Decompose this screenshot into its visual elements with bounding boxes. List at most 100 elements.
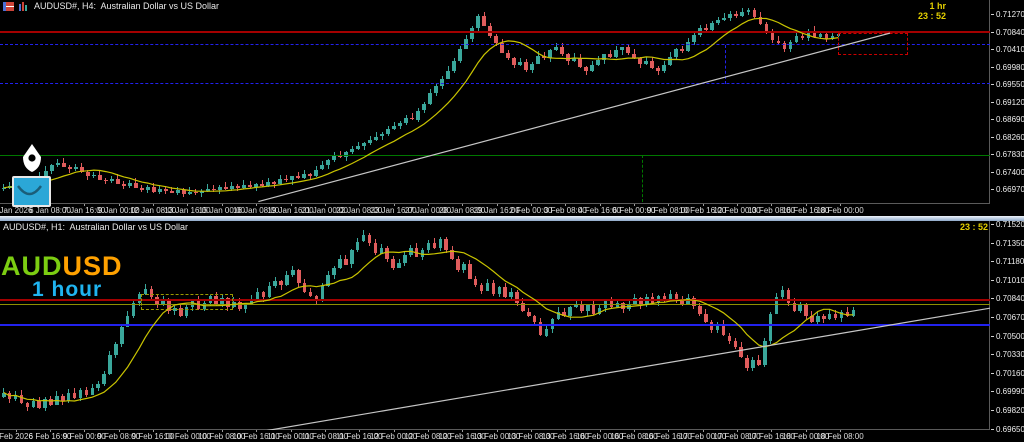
time-tick-mark: [324, 430, 326, 432]
time-tick-label: 16 Feb 16:00: [644, 432, 692, 441]
price-axis[interactable]: 0.71520 0.71350 0.71180 0.71010 0.70840 0.706…: [991, 220, 1024, 442]
time-tick-label: 19 Jan 16:00: [267, 206, 314, 215]
price-tick-mark: [991, 189, 994, 190]
candle-body: [332, 267, 336, 276]
candle-body: [763, 341, 767, 366]
trendline[interactable]: [265, 307, 990, 430]
candle-body: [632, 53, 636, 59]
candle-body: [482, 16, 486, 26]
candle-body: [586, 304, 590, 312]
zone-left-edge[interactable]: [724, 44, 726, 84]
time-tick-mark: [393, 430, 395, 432]
time-tick-mark: [118, 430, 120, 432]
candle-body: [548, 50, 552, 59]
candle-body: [397, 263, 401, 268]
time-tick-mark: [840, 430, 842, 432]
candle-body: [572, 57, 576, 61]
candle-body: [120, 326, 124, 345]
candle-body: [385, 248, 389, 259]
price-tick-mark: [991, 136, 994, 138]
candle-body: [96, 383, 100, 389]
candle-body: [620, 47, 624, 51]
watermark-aud: AUD: [1, 251, 63, 281]
candle-body: [845, 311, 850, 316]
blue-support-line[interactable]: [0, 323, 990, 326]
candle-body: [320, 165, 324, 170]
candle-body: [373, 242, 378, 254]
support-line[interactable]: [0, 154, 990, 156]
candle-body: [602, 54, 606, 60]
candle-body: [800, 36, 805, 38]
candle-body: [512, 58, 516, 65]
chart-plot-area[interactable]: [0, 0, 990, 204]
time-tick-label: 12 Feb 16:00: [438, 432, 486, 441]
candle-body: [254, 183, 258, 187]
price-tick-label: 0.69820: [996, 406, 1024, 415]
time-tick-label: 9 Feb 00:00: [62, 432, 106, 441]
candle-body: [134, 182, 138, 188]
time-tick-mark: [565, 430, 567, 432]
price-tick-label: 0.70500: [996, 331, 1024, 341]
candle-body: [128, 182, 132, 186]
candle-body: [434, 86, 438, 94]
time-axis[interactable]: Jan 2026 6 Jan 08:00 7 Jan 16:00 9 Jan 00:0…: [0, 204, 990, 216]
panel-splitter[interactable]: [0, 216, 1024, 221]
candle-body: [285, 275, 289, 286]
candle-body: [332, 155, 336, 161]
candle-body: [409, 248, 413, 255]
candle-body: [291, 269, 295, 276]
price-tick-mark: [991, 410, 994, 411]
candle-body: [822, 315, 826, 320]
price-axis[interactable]: 0.71270 0.70840 0.70410 0.69980 0.69550 0.691…: [991, 0, 1024, 216]
candle-body: [308, 173, 312, 176]
price-tick-mark: [991, 391, 994, 393]
price-tick-label: 0.70410: [996, 45, 1024, 54]
candle-body: [284, 178, 288, 181]
session-vline[interactable]: [641, 155, 643, 203]
time-tick-label: 2 Feb 00:00: [509, 206, 553, 215]
candle-body: [158, 188, 162, 192]
time-tick-label: Feb 2026: [0, 432, 33, 441]
moving-average-line: [3, 250, 854, 402]
time-tick-mark: [530, 204, 532, 206]
candle-body: [122, 183, 126, 186]
candle-body: [302, 283, 307, 292]
sell-zone-rect[interactable]: [837, 33, 908, 55]
candle-body: [428, 93, 432, 105]
time-tick-label: 11 Feb 00:00: [267, 432, 314, 441]
time-tick-mark: [737, 204, 738, 206]
candle-body: [273, 280, 277, 287]
candle-body: [560, 47, 564, 55]
chart-plot-area[interactable]: [0, 221, 990, 430]
time-tick-mark: [530, 430, 532, 432]
price-tick-label: 0.67830: [996, 150, 1024, 159]
price-tick-label: 0.70840: [996, 294, 1024, 304]
time-tick-label: 18 Feb 00:00: [782, 432, 830, 441]
time-tick-mark: [187, 430, 189, 432]
candle-body: [350, 149, 354, 152]
candle-body: [566, 54, 570, 61]
time-tick-mark: [805, 204, 807, 206]
arc-tool-button[interactable]: [12, 176, 51, 207]
consolidation-zone-rect[interactable]: [140, 294, 233, 311]
pen-nib-icon[interactable]: [20, 144, 44, 172]
candle-body: [368, 139, 372, 144]
candle-body: [497, 287, 501, 294]
price-tick-label: 0.71520: [996, 220, 1024, 229]
candle-body: [668, 56, 672, 65]
candle-body: [638, 58, 642, 64]
time-tick-mark: [50, 430, 51, 432]
candle-body: [19, 394, 24, 404]
candle-body: [356, 146, 360, 150]
candle-body: [704, 313, 708, 323]
candle-body: [164, 188, 168, 191]
time-tick-label: 16 Feb 16:00: [782, 206, 830, 215]
time-tick-label: 10 Feb 16:00: [232, 432, 280, 441]
candle-body: [590, 64, 594, 71]
time-tick-mark: [702, 204, 704, 206]
candle-body: [752, 10, 757, 17]
candle-body: [248, 184, 252, 187]
lower-blue-dashed-line[interactable]: [0, 82, 990, 84]
time-axis[interactable]: Feb 2026 6 Feb 16:00 9 Feb 00:00 9 Feb 08:0…: [0, 430, 990, 442]
time-tick-mark: [634, 430, 635, 432]
